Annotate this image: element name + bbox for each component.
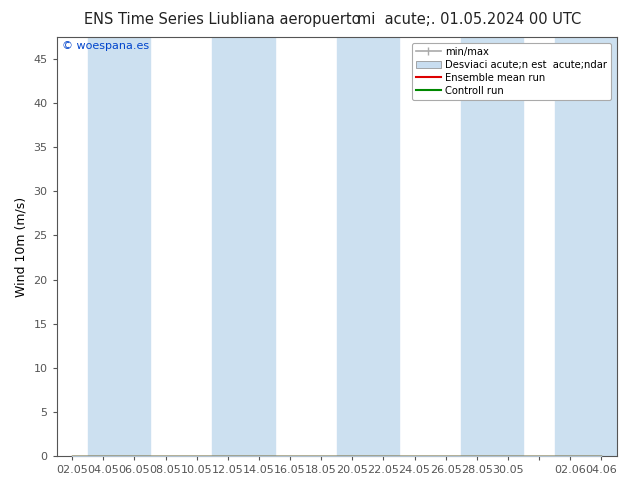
Bar	[555, 37, 617, 456]
Text: mi  acute;. 01.05.2024 00 UTC: mi acute;. 01.05.2024 00 UTC	[357, 12, 581, 27]
Bar	[88, 37, 150, 456]
Bar	[212, 37, 275, 456]
Legend: min/max, Desviaci acute;n est  acute;ndar, Ensemble mean run, Controll run: min/max, Desviaci acute;n est acute;ndar…	[411, 43, 611, 100]
Text: ENS Time Series Liubliana aeropuerto: ENS Time Series Liubliana aeropuerto	[84, 12, 360, 27]
Y-axis label: Wind 10m (m/s): Wind 10m (m/s)	[15, 196, 28, 296]
Bar	[337, 37, 399, 456]
Text: © woespana.es: © woespana.es	[62, 41, 150, 51]
Bar	[461, 37, 524, 456]
